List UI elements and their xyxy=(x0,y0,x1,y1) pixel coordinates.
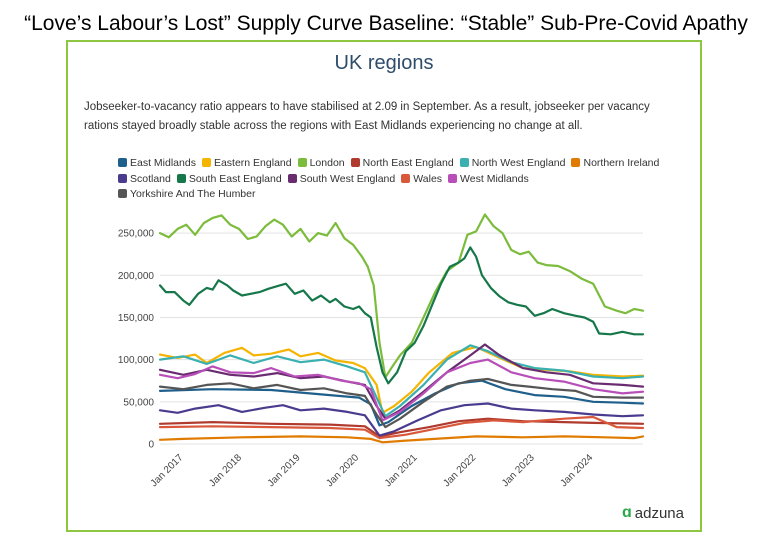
legend-label: South East England xyxy=(188,172,282,185)
series-line xyxy=(158,379,645,427)
y-tick-label: 200,000 xyxy=(118,271,155,282)
legend-item[interactable]: South East England xyxy=(176,172,282,188)
legend-item[interactable]: Northern Ireland xyxy=(571,156,659,172)
legend-label: North East England xyxy=(362,157,454,169)
legend-item[interactable]: South West England xyxy=(287,172,396,188)
legend-label: East Midlands xyxy=(130,157,196,169)
legend-swatch xyxy=(571,158,581,167)
series-line xyxy=(158,358,645,422)
chart-subtitle: Jobseeker-to-vacancy ratio appears to ha… xyxy=(84,101,650,132)
x-tick-label: Jan 2021 xyxy=(383,452,420,489)
legend-item[interactable]: North West England xyxy=(459,156,566,172)
x-tick-label: Jan 2019 xyxy=(266,452,303,489)
legend-label: West Midlands xyxy=(460,172,529,185)
legend-swatch xyxy=(297,158,307,167)
legend-swatch xyxy=(401,173,411,183)
legend-swatch xyxy=(118,158,127,167)
y-tick-label: 250,000 xyxy=(118,229,155,240)
y-tick-label: 100,000 xyxy=(118,355,155,366)
legend-label: Northern Ireland xyxy=(583,157,660,169)
legend-item[interactable]: Yorkshire And The Humber xyxy=(118,187,256,203)
legend-label: Eastern England xyxy=(213,157,292,169)
legend-swatch xyxy=(448,173,458,183)
line-chart: 0 50,000 100,000 150,000 200,000 250,000 Jan 2… xyxy=(118,213,645,489)
series-line xyxy=(158,213,645,379)
series-line xyxy=(158,344,645,418)
series-line xyxy=(158,377,645,429)
slide-title: “Love’s Labour’s Lost” Supply Curve Base… xyxy=(24,12,748,35)
legend-item[interactable]: Eastern England xyxy=(201,156,292,172)
legend-item[interactable]: East Midlands xyxy=(118,156,196,172)
legend-label: London xyxy=(309,157,345,169)
legend-swatch xyxy=(176,173,186,183)
legend-swatch xyxy=(201,158,211,167)
y-tick-label: 150,000 xyxy=(118,313,155,324)
legend-item[interactable]: West Midlands xyxy=(448,172,529,188)
series-line xyxy=(158,402,645,437)
series-line xyxy=(158,417,645,438)
x-tick-label: Jan 2017 xyxy=(149,452,186,489)
adzuna-mark-icon: ɑ xyxy=(622,504,632,521)
adzuna-logo: ɑ adzuna xyxy=(622,504,684,522)
y-tick-label: 0 xyxy=(148,440,154,451)
legend-label: North West England xyxy=(471,157,566,169)
legend: East Midlands Eastern England London North … xyxy=(118,156,678,203)
legend-swatch xyxy=(350,158,360,167)
legend-swatch xyxy=(459,158,469,167)
y-tick-label: 50,000 xyxy=(123,397,154,408)
x-tick-label: Jan 2020 xyxy=(324,452,361,489)
brand-name: adzuna xyxy=(634,504,684,522)
legend-item[interactable]: London xyxy=(297,156,345,172)
series-line xyxy=(158,246,645,385)
legend-label: Yorkshire And The Humber xyxy=(130,188,256,200)
legend-swatch xyxy=(118,189,127,198)
chart-frame: UK regions Jobseeker-to-vacancy ratio ap… xyxy=(66,40,702,532)
x-tick-label: Jan 2023 xyxy=(500,452,537,489)
legend-label: Scotland xyxy=(130,172,171,185)
legend-item[interactable]: North East England xyxy=(350,156,454,172)
x-tick-label: Jan 2024 xyxy=(558,452,595,489)
legend-label: South West England xyxy=(299,172,396,185)
series-line xyxy=(158,415,645,440)
legend-label: Wales xyxy=(413,172,443,185)
legend-swatch xyxy=(287,173,297,183)
legend-item[interactable]: Wales xyxy=(401,172,442,188)
x-tick-label: Jan 2022 xyxy=(441,452,478,489)
x-tick-label: Jan 2018 xyxy=(207,452,244,489)
series-line xyxy=(158,435,645,444)
chart-title: UK regions xyxy=(334,52,434,74)
legend-item[interactable]: Scotland xyxy=(118,172,171,188)
legend-swatch xyxy=(118,173,127,183)
